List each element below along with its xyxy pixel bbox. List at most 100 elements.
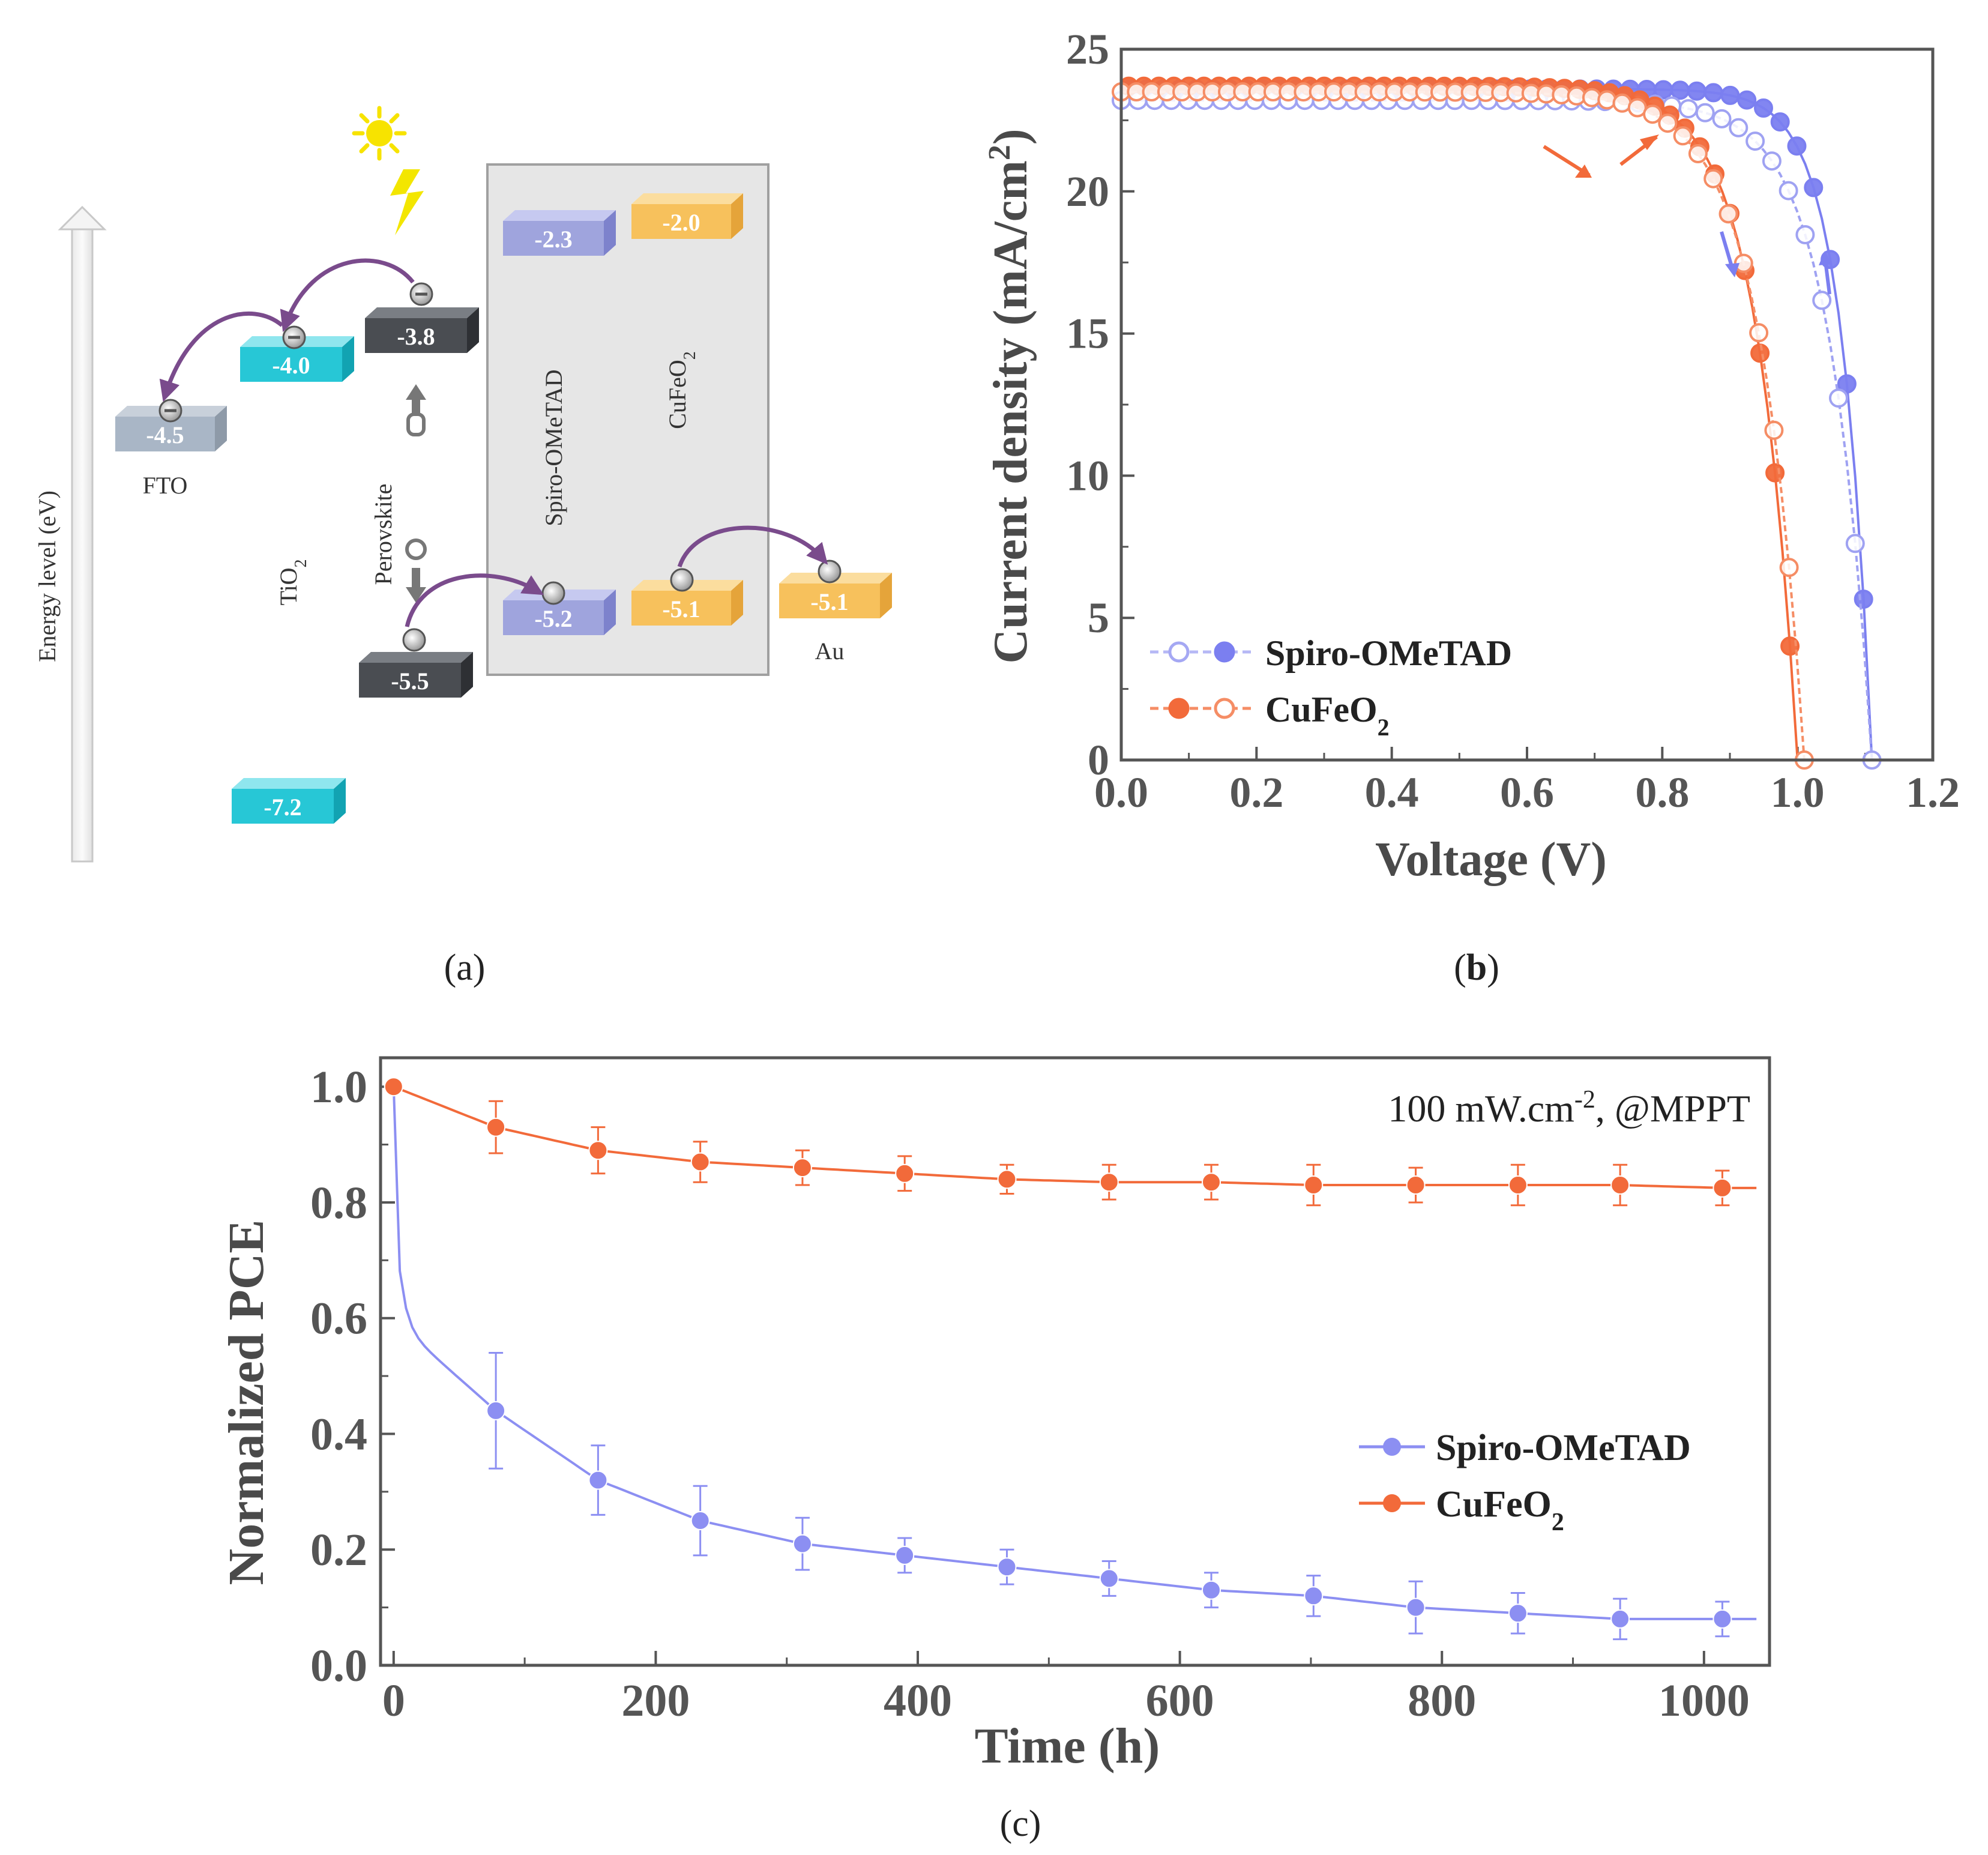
jv-y-tick-label: 5 bbox=[1088, 594, 1109, 642]
jv-chart: Current density (mA/cm2) Voltage (V) 0.0… bbox=[983, 25, 1960, 988]
jv-y-tick-label: 0 bbox=[1088, 736, 1109, 784]
stability-condition-annotation: 100 mW.cm-2, @MPPT bbox=[1388, 1086, 1750, 1130]
stability-x-tick-label: 1000 bbox=[1658, 1676, 1750, 1726]
stability-data-point bbox=[384, 1077, 403, 1097]
svg-text:CuFeO2: CuFeO2 bbox=[1436, 1484, 1564, 1536]
svg-text:-4.0: -4.0 bbox=[272, 352, 310, 379]
stability-curve-layer bbox=[384, 1077, 1757, 1641]
svg-text:Spiro-OMeTAD: Spiro-OMeTAD bbox=[1436, 1428, 1691, 1468]
jv-x-tick-label: 1.0 bbox=[1771, 768, 1825, 816]
svg-text:-7.2: -7.2 bbox=[264, 794, 301, 821]
lightning-icon bbox=[390, 169, 424, 235]
jv-x-tick-label: 1.2 bbox=[1906, 768, 1960, 816]
jv-data-point bbox=[1720, 85, 1740, 105]
stability-data-point bbox=[1610, 1175, 1630, 1195]
jv-data-point bbox=[1678, 99, 1698, 119]
stability-data-point bbox=[588, 1141, 608, 1160]
au-block: -5.1 bbox=[779, 573, 892, 618]
jv-data-point bbox=[1779, 558, 1799, 578]
spiro-label: Spiro-OMeTAD bbox=[540, 369, 567, 526]
jv-tick-layer: 0.0 0.2 0.4 0.6 0.8 1.0 1.2 0 5 10 15 20 25 bbox=[1066, 25, 1960, 816]
jv-y-tick-label: 15 bbox=[1066, 310, 1109, 358]
panel-label-a: (a) bbox=[444, 947, 486, 988]
energy-level-diagram: Energy level (eV) -4.5 -4.0 bbox=[34, 106, 892, 988]
tio2-cb-block: -4.0 bbox=[240, 336, 354, 382]
stability-data-point bbox=[690, 1511, 710, 1530]
jv-plot-frame bbox=[1119, 47, 1935, 762]
jv-data-point bbox=[1703, 169, 1723, 189]
stability-data-point bbox=[997, 1557, 1017, 1577]
stability-y-tick-label: 0.0 bbox=[310, 1641, 367, 1691]
stability-data-point bbox=[1610, 1609, 1630, 1629]
stability-data-point bbox=[792, 1158, 812, 1178]
stability-data-point bbox=[792, 1534, 812, 1554]
au-label: Au bbox=[815, 638, 845, 665]
jv-y-tick-label: 25 bbox=[1066, 25, 1109, 73]
stability-data-point bbox=[1406, 1597, 1426, 1617]
jv-data-point bbox=[1829, 388, 1848, 408]
jv-data-point bbox=[1854, 590, 1873, 609]
jv-data-point bbox=[1770, 112, 1790, 132]
stability-legend-spiro: Spiro-OMeTAD bbox=[1359, 1428, 1691, 1468]
stability-x-tick-label: 600 bbox=[1146, 1676, 1214, 1726]
perovskite-vb-block: -5.5 bbox=[359, 652, 473, 698]
jv-data-point bbox=[1837, 374, 1857, 394]
stability-x-tick-label: 400 bbox=[884, 1676, 952, 1726]
jv-x-tick-label: 0.0 bbox=[1094, 768, 1148, 816]
stability-y-tick-label: 0.8 bbox=[310, 1178, 367, 1228]
svg-text:-2.3: -2.3 bbox=[534, 226, 572, 253]
jv-data-point bbox=[1673, 126, 1693, 146]
jv-legend-spiro: Spiro-OMeTAD bbox=[1150, 633, 1512, 673]
jv-x-tick-label: 0.6 bbox=[1500, 768, 1554, 816]
stability-chart: Normalized PCE Time (h) 0 200 400 600 800 100… bbox=[218, 1056, 1771, 1844]
stability-data-point bbox=[1508, 1175, 1528, 1195]
stability-x-tick-label: 200 bbox=[621, 1676, 690, 1726]
jv-data-point bbox=[1749, 323, 1769, 343]
stability-data-point bbox=[1712, 1178, 1732, 1198]
jv-data-point bbox=[1737, 90, 1757, 110]
perovskite-label: Perovskite bbox=[370, 484, 397, 585]
tio2-vb-block: -7.2 bbox=[232, 778, 346, 824]
stability-plot-frame bbox=[379, 1056, 1771, 1667]
jv-data-point bbox=[1643, 104, 1663, 124]
jv-legend: Spiro-OMeTAD CuFeO2 bbox=[1150, 633, 1512, 741]
jv-data-point bbox=[1597, 90, 1617, 110]
jv-data-point bbox=[1688, 144, 1708, 163]
jv-data-point bbox=[1754, 98, 1773, 118]
jv-data-point bbox=[1658, 113, 1678, 133]
svg-text:-5.1: -5.1 bbox=[662, 596, 700, 623]
stability-data-point bbox=[1202, 1580, 1221, 1600]
jv-x-tick-label: 0.4 bbox=[1365, 768, 1419, 816]
stability-data-point bbox=[1099, 1569, 1119, 1588]
svg-text:-5.2: -5.2 bbox=[534, 605, 572, 632]
stability-data-point bbox=[1202, 1172, 1221, 1192]
stability-data-point bbox=[486, 1401, 506, 1420]
svg-text:-3.8: -3.8 bbox=[397, 323, 435, 350]
stability-data-point bbox=[1099, 1172, 1119, 1192]
stability-tick-layer: 0 200 400 600 800 1000 0.0 0.2 0.4 0.6 0.8 1.0 bbox=[310, 1062, 1750, 1726]
jv-legend-cufeo2: CuFeO2 bbox=[1150, 690, 1390, 741]
jv-x-tick-label: 0.2 bbox=[1229, 768, 1283, 816]
jv-y-axis-title: Current density (mA/cm2) bbox=[983, 128, 1038, 663]
jv-y-tick-label: 20 bbox=[1066, 167, 1109, 216]
spiro-lumo-block: -2.3 bbox=[503, 210, 616, 256]
energy-axis-arrow bbox=[58, 205, 107, 863]
perovskite-cb-block: -3.8 bbox=[365, 307, 479, 353]
stability-data-point bbox=[486, 1117, 506, 1137]
stability-data-point bbox=[895, 1545, 915, 1565]
svg-text:-4.5: -4.5 bbox=[146, 421, 184, 448]
stability-x-tick-label: 800 bbox=[1408, 1676, 1476, 1726]
jv-y-tick-label: 10 bbox=[1066, 451, 1109, 499]
jv-data-point bbox=[1729, 118, 1749, 137]
jv-data-point bbox=[1695, 103, 1715, 122]
stability-data-point bbox=[895, 1163, 915, 1183]
stability-y-tick-label: 0.4 bbox=[310, 1409, 367, 1459]
svg-text:Spiro-OMeTAD: Spiro-OMeTAD bbox=[1265, 633, 1512, 673]
jv-data-point bbox=[1762, 151, 1782, 171]
jv-x-tick-label: 0.8 bbox=[1635, 768, 1689, 816]
jv-data-point bbox=[1804, 178, 1824, 198]
panel-label-c: (c) bbox=[1000, 1803, 1041, 1844]
tio2-label: TiO2 bbox=[275, 559, 310, 605]
svg-text:-2.0: -2.0 bbox=[662, 209, 700, 236]
